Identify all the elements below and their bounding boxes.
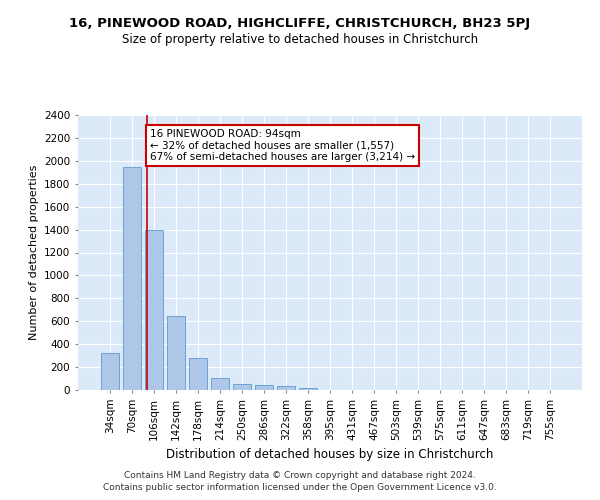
Bar bbox=[277, 386, 295, 390]
Bar bbox=[101, 353, 119, 390]
Bar bbox=[233, 384, 251, 390]
Bar bbox=[255, 386, 273, 390]
Text: Contains HM Land Registry data © Crown copyright and database right 2024.: Contains HM Land Registry data © Crown c… bbox=[124, 471, 476, 480]
Bar bbox=[145, 230, 163, 390]
Bar bbox=[123, 166, 140, 390]
Bar bbox=[299, 388, 317, 390]
Bar bbox=[167, 316, 185, 390]
Text: 16 PINEWOOD ROAD: 94sqm
← 32% of detached houses are smaller (1,557)
67% of semi: 16 PINEWOOD ROAD: 94sqm ← 32% of detache… bbox=[150, 128, 415, 162]
Text: 16, PINEWOOD ROAD, HIGHCLIFFE, CHRISTCHURCH, BH23 5PJ: 16, PINEWOOD ROAD, HIGHCLIFFE, CHRISTCHU… bbox=[70, 18, 530, 30]
Y-axis label: Number of detached properties: Number of detached properties bbox=[29, 165, 38, 340]
X-axis label: Distribution of detached houses by size in Christchurch: Distribution of detached houses by size … bbox=[166, 448, 494, 461]
Bar bbox=[211, 378, 229, 390]
Bar bbox=[189, 358, 206, 390]
Text: Size of property relative to detached houses in Christchurch: Size of property relative to detached ho… bbox=[122, 32, 478, 46]
Text: Contains public sector information licensed under the Open Government Licence v3: Contains public sector information licen… bbox=[103, 484, 497, 492]
